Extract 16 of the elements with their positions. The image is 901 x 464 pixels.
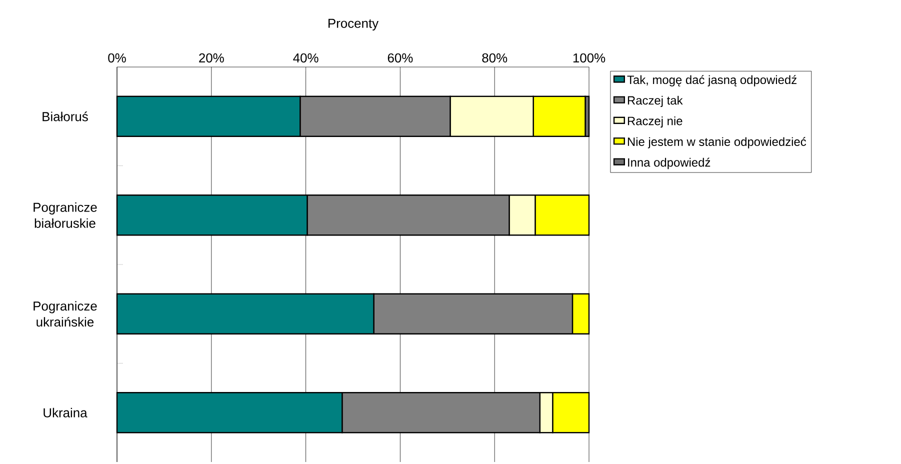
x-tick-label: 60% [388, 53, 413, 62]
legend-label: Raczej tak [628, 96, 683, 108]
y-tick-label: Pogranicze białoruskie [34, 202, 97, 228]
x-tick-label: 40% [293, 53, 318, 62]
x-tick-label: 80% [482, 53, 508, 62]
y-tick-label: Białoruś [42, 112, 88, 122]
legend-label: Nie jestem w stanie odpowiedzieć [628, 137, 806, 148]
y-tick-label: Pogranicze ukraińskie [34, 301, 97, 327]
legend-label: Tak, mogę dać jasną odpowiedź [627, 75, 796, 86]
legend-label: Inna odpowiedź [628, 158, 710, 170]
x-tick-label: 20% [199, 53, 224, 62]
y-tick-label: Ukraina [44, 408, 88, 418]
x-tick-label: 0% [108, 53, 126, 62]
x-axis-title: Procenty [328, 18, 379, 30]
legend-label: Raczej nie [628, 116, 682, 128]
x-tick-label: 100% [573, 53, 606, 62]
